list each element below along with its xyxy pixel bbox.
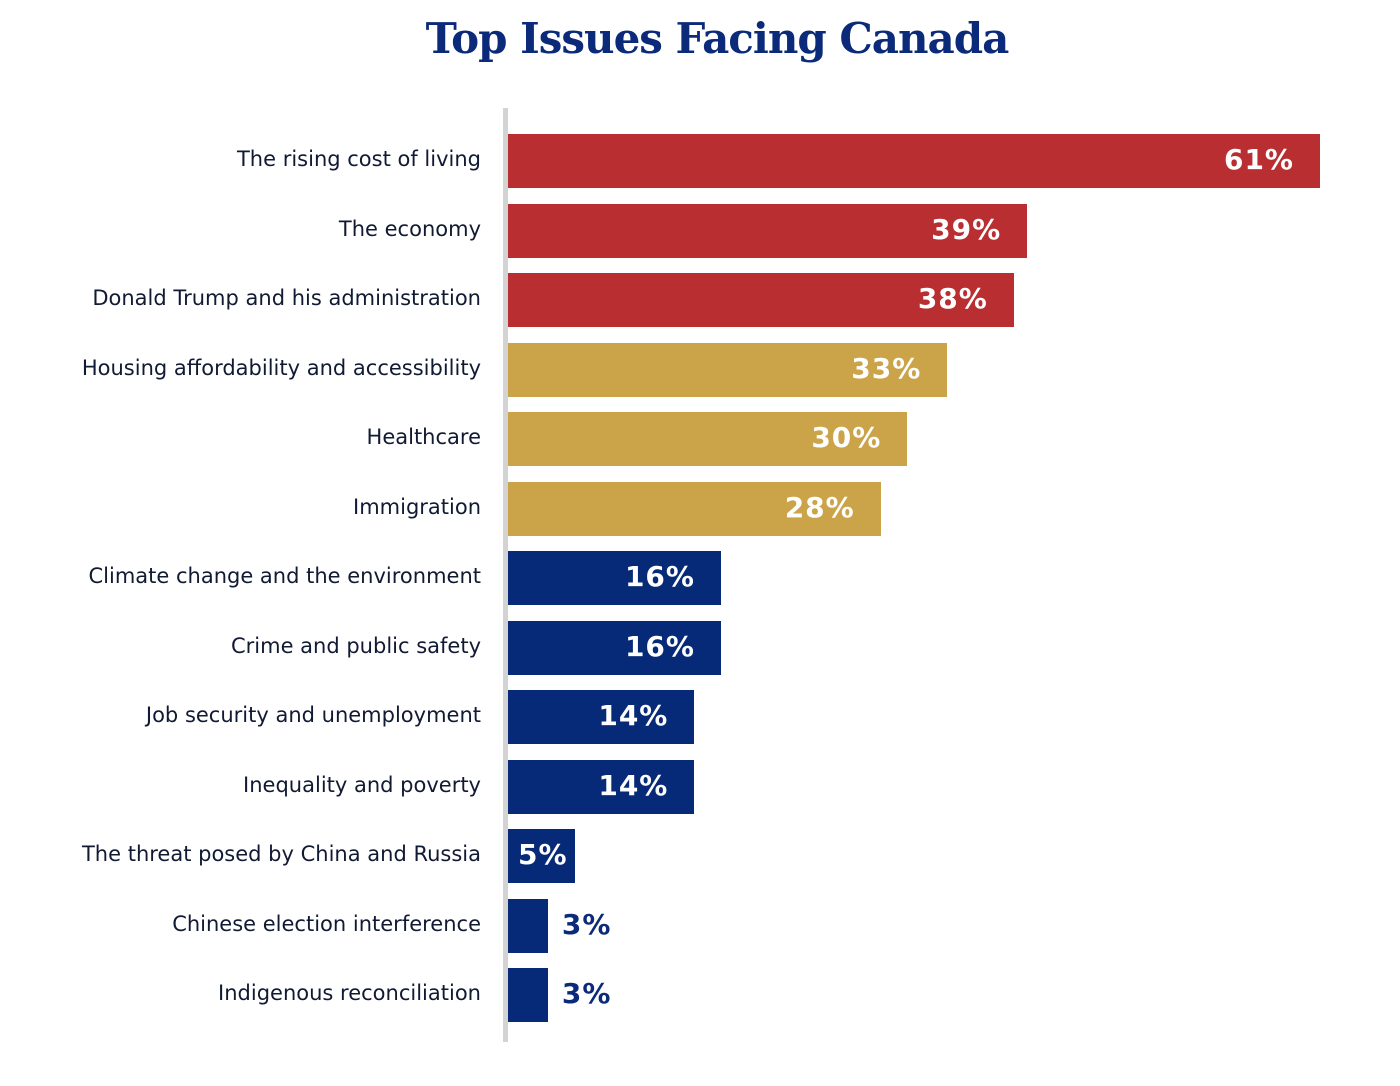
data-label: 3% bbox=[561, 977, 612, 1010]
data-label: 5% bbox=[518, 838, 568, 871]
data-label: 38% bbox=[917, 282, 988, 315]
category-label: Crime and public safety bbox=[230, 633, 481, 658]
category-label: The economy bbox=[338, 216, 481, 241]
category-label: Climate change and the environment bbox=[88, 564, 481, 588]
bar bbox=[508, 759, 695, 814]
bar bbox=[508, 690, 695, 744]
data-label: 3% bbox=[561, 907, 612, 941]
data-label: 39% bbox=[931, 212, 1002, 246]
category-label: Inequality and poverty bbox=[243, 772, 481, 797]
category-label: Indigenous reconciliation bbox=[218, 981, 481, 1005]
category-label: Chinese election interference bbox=[172, 911, 481, 936]
bar bbox=[508, 134, 1320, 188]
data-label: 61% bbox=[1223, 143, 1294, 176]
bar bbox=[508, 342, 948, 397]
category-label: The threat posed by China and Russia bbox=[81, 842, 481, 866]
bar bbox=[508, 551, 721, 605]
data-label: 14% bbox=[598, 768, 669, 802]
data-label: 14% bbox=[598, 699, 669, 732]
data-label: 16% bbox=[624, 560, 695, 593]
category-label: Housing affordability and accessibility bbox=[81, 355, 481, 380]
category-label: Healthcare bbox=[366, 425, 481, 449]
bar bbox=[508, 620, 721, 675]
category-label: Immigration bbox=[353, 494, 481, 519]
data-label: 28% bbox=[784, 490, 855, 524]
bar bbox=[508, 273, 1014, 327]
bar bbox=[508, 829, 575, 883]
bar bbox=[508, 481, 881, 536]
data-label: 30% bbox=[811, 421, 882, 454]
bar bbox=[508, 898, 548, 953]
bar bbox=[508, 412, 908, 466]
data-label: 16% bbox=[624, 629, 695, 663]
chart-title: Top Issues Facing Canada bbox=[425, 14, 1010, 63]
data-label: 33% bbox=[851, 351, 922, 385]
category-label: The rising cost of living bbox=[236, 147, 481, 171]
y-axis-line bbox=[503, 108, 508, 1042]
category-label: Donald Trump and his administration bbox=[92, 286, 481, 310]
category-label: Job security and unemployment bbox=[145, 703, 481, 727]
bar bbox=[508, 968, 548, 1022]
bar bbox=[508, 203, 1028, 258]
